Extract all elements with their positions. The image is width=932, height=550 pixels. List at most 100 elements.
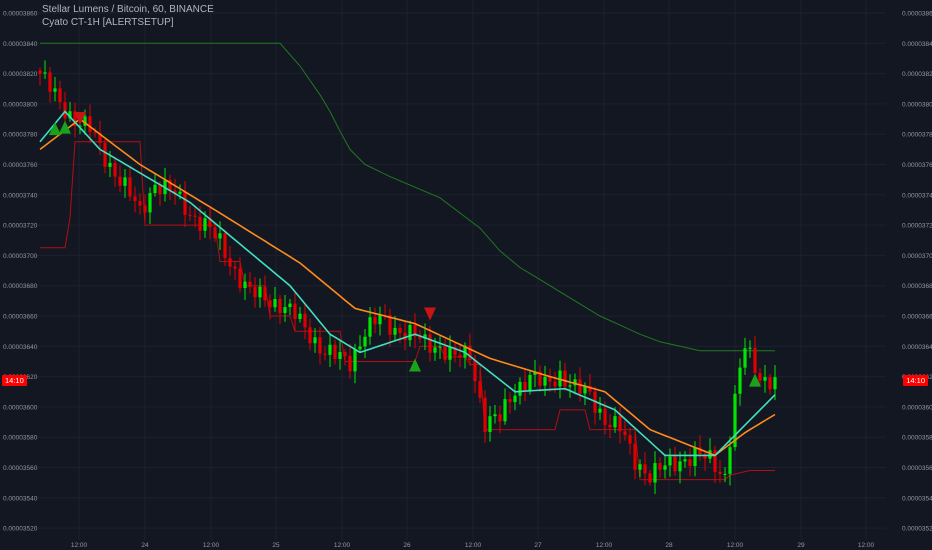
candle-body	[663, 465, 667, 470]
candle	[698, 435, 702, 461]
candle	[523, 369, 527, 402]
candle	[233, 260, 237, 280]
candle-body	[583, 385, 587, 394]
x-tick-label: 25	[272, 542, 280, 549]
candle	[738, 358, 742, 406]
candle	[368, 307, 372, 345]
candle-body	[448, 346, 452, 360]
candle	[373, 307, 377, 334]
candle-body	[173, 190, 177, 194]
candle	[638, 459, 642, 478]
candle	[273, 287, 277, 312]
candle	[118, 165, 122, 193]
candle	[338, 339, 342, 370]
x-tick-label: 12:00	[858, 542, 875, 549]
y-tick-label: 0.00003660	[902, 314, 932, 321]
candle-body	[373, 317, 377, 325]
candle-body	[413, 324, 417, 337]
candle-body	[198, 216, 202, 231]
candle-body	[398, 327, 402, 333]
y-tick-label: 0.00003720	[3, 223, 38, 230]
candle-body	[468, 345, 472, 361]
y-tick-label: 0.00003520	[3, 526, 38, 533]
y-axis-left: 0.00003860 0.00003840 0.00003820 0.00003800…	[3, 11, 38, 533]
y-tick-label: 0.00003560	[3, 465, 38, 472]
candle	[513, 383, 517, 411]
y-tick-label: 0.00003700	[902, 253, 932, 260]
candle	[773, 365, 777, 401]
indicator-title: Cyato CT-1H [ALERTSETUP]	[42, 17, 174, 28]
grid	[36, 0, 886, 540]
candle-body	[228, 257, 232, 267]
candle-body	[643, 464, 647, 474]
candle-body	[123, 177, 127, 186]
y-tick-label: 0.00003820	[3, 71, 38, 78]
candle-body	[248, 281, 252, 287]
candle-body	[258, 286, 262, 298]
candle-body	[693, 447, 697, 467]
candle-body	[763, 377, 767, 381]
candle-body	[213, 227, 217, 239]
candle	[258, 278, 262, 308]
candle-body	[368, 317, 372, 337]
candle	[533, 359, 537, 387]
candle	[123, 169, 127, 198]
candle-body	[678, 461, 682, 472]
candle	[443, 338, 447, 364]
candle	[723, 467, 727, 483]
candle-body	[723, 473, 727, 475]
candle	[683, 451, 687, 468]
y-tick-label: 0.00003800	[3, 101, 38, 108]
candle-body	[648, 473, 652, 483]
candle-body	[773, 377, 777, 390]
buy-signal-icon	[409, 358, 421, 372]
candle	[633, 431, 637, 480]
y-tick-label: 0.00003540	[902, 495, 932, 502]
candle-body	[208, 218, 212, 228]
candle-body	[143, 205, 147, 213]
y-tick-label: 0.00003660	[3, 314, 38, 321]
y-tick-label: 0.00003600	[3, 404, 38, 411]
candle-body	[668, 456, 672, 466]
candle	[538, 365, 542, 393]
candle	[648, 469, 652, 486]
candle	[53, 76, 57, 102]
candle	[498, 405, 502, 434]
signals	[49, 112, 761, 387]
slow-ma-line	[39, 118, 776, 457]
candle	[483, 390, 487, 443]
candle-body	[393, 327, 397, 335]
candle	[763, 365, 767, 393]
buy-signal-icon	[749, 373, 761, 387]
candle-body	[273, 298, 277, 308]
candle	[348, 343, 352, 379]
candle-body	[113, 162, 117, 177]
candle	[253, 277, 257, 308]
y-tick-label: 0.00003560	[902, 465, 932, 472]
candle-body	[388, 315, 392, 335]
candle	[168, 174, 172, 200]
candle-body	[698, 447, 702, 455]
candle-body	[318, 337, 322, 354]
candle	[673, 446, 677, 476]
candle-body	[108, 162, 112, 167]
candle	[128, 167, 132, 202]
candle-body	[628, 435, 632, 444]
candle	[643, 452, 647, 486]
fast-ma-line	[39, 110, 776, 457]
buy-signal-icon	[59, 120, 71, 134]
candle	[188, 205, 192, 222]
candle-body	[478, 381, 482, 398]
candle-body	[708, 450, 712, 459]
y-axis-right: 0.00003860 0.00003840 0.00003820 0.00003800…	[902, 11, 932, 533]
candle-body	[603, 408, 607, 425]
candle	[198, 206, 202, 241]
x-tick-label: 26	[403, 542, 411, 549]
candle-body	[433, 347, 437, 353]
candle-body	[758, 373, 762, 381]
candle	[333, 339, 337, 365]
candle-body	[588, 385, 592, 392]
candle	[503, 388, 507, 425]
